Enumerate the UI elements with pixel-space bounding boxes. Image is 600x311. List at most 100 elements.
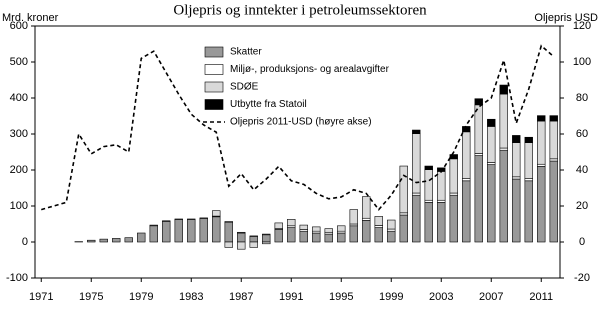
x-tick-label: 2007: [479, 291, 503, 303]
bar-segment: [387, 231, 395, 242]
y2-tick-label: 100: [573, 56, 591, 68]
y-tick-label: 200: [10, 164, 28, 176]
bar-segment: [512, 177, 520, 179]
bar-segment: [312, 233, 320, 242]
bar-segment: [550, 116, 558, 121]
bar-segment: [162, 221, 170, 222]
bar-segment: [187, 220, 195, 242]
x-tick-label: 1971: [29, 291, 53, 303]
y2-tick-label: -20: [574, 272, 590, 284]
bar-segment: [512, 143, 520, 177]
y2-tick-label: 80: [576, 92, 588, 104]
bar-segment: [500, 148, 508, 150]
bar-segment: [162, 221, 170, 242]
bar-segment: [462, 181, 470, 242]
bar-segment: [450, 159, 458, 193]
bar-segment: [362, 218, 370, 220]
bar-segment: [225, 221, 233, 222]
bar-segment: [262, 235, 270, 242]
legend-marker: [205, 100, 223, 110]
bar-segment: [87, 240, 95, 242]
legend-label: Miljø-, produksjons- og arealavgifter: [230, 64, 390, 75]
bar-segment: [387, 229, 395, 231]
y-tick-label: -100: [6, 272, 28, 284]
legend-marker: [205, 82, 223, 92]
legend-label: Oljepris 2011-USD (høyre akse): [230, 117, 372, 128]
bar-segment: [450, 195, 458, 242]
bar-segment: [275, 223, 283, 228]
bar-segment: [287, 219, 295, 225]
bar-segment: [262, 242, 270, 244]
bar-segment: [337, 226, 345, 231]
bar-segment: [537, 121, 545, 164]
bar-segment: [212, 217, 220, 242]
bar-segment: [237, 242, 245, 249]
bar-segment: [187, 219, 195, 220]
bar-segment: [425, 170, 433, 201]
bar-segment: [137, 233, 145, 242]
x-tick-label: 1975: [79, 291, 103, 303]
bar-segment: [312, 227, 320, 231]
bar-segment: [487, 162, 495, 164]
x-tick-label: 1983: [179, 291, 203, 303]
bar-segment: [375, 228, 383, 242]
bar-segment: [550, 159, 558, 161]
bar-segment: [325, 234, 333, 242]
legend-label: Utbytte fra Statoil: [230, 99, 307, 110]
bar-segment: [250, 236, 258, 237]
bar-segment: [512, 135, 520, 142]
x-tick-label: 2003: [429, 291, 453, 303]
bar-segment: [125, 238, 133, 242]
bar-segment: [262, 234, 270, 235]
bar-segment: [412, 134, 420, 193]
legend-label: Skatter: [230, 47, 262, 58]
y-tick-label: 0: [22, 236, 28, 248]
bar-segment: [500, 85, 508, 94]
bar-segment: [475, 156, 483, 242]
bar-segment: [425, 200, 433, 202]
chart-title: Oljepris og inntekter i petroleumssektor…: [173, 2, 427, 18]
bar-segment: [100, 239, 108, 242]
bar-segment: [475, 153, 483, 155]
bar-segment: [437, 171, 445, 200]
y-tick-label: 100: [10, 200, 28, 212]
bar-segment: [412, 193, 420, 195]
bar-segment: [287, 228, 295, 242]
bar-segment: [500, 150, 508, 242]
bar-segment: [362, 220, 370, 242]
bar-segment: [487, 126, 495, 162]
bar-segment: [400, 166, 408, 213]
bar-segment: [175, 219, 183, 220]
bar-segment: [275, 229, 283, 242]
bar-segment: [225, 242, 233, 247]
x-tick-label: 1999: [379, 291, 403, 303]
bar-segment: [400, 213, 408, 215]
bar-segment: [350, 226, 358, 242]
bar-segment: [337, 233, 345, 242]
bar-segment: [537, 166, 545, 242]
y2-tick-label: 20: [576, 200, 588, 212]
bar-segment: [512, 179, 520, 242]
bar-segment: [462, 179, 470, 181]
bar-segment: [525, 137, 533, 142]
bar-segment: [112, 238, 120, 242]
y2-tick-label: 60: [576, 128, 588, 140]
bar-segment: [237, 232, 245, 233]
x-tick-label: 1987: [229, 291, 253, 303]
bar-segment: [300, 225, 308, 229]
x-tick-label: 2011: [529, 291, 553, 303]
x-tick-label: 1991: [279, 291, 303, 303]
bar-segment: [150, 226, 158, 242]
bar-segment: [225, 222, 233, 242]
bar-segment: [450, 193, 458, 195]
bar-segment: [425, 166, 433, 170]
bar-segment: [250, 242, 258, 247]
bar-segment: [537, 116, 545, 121]
bar-segment: [387, 220, 395, 229]
bar-segment: [475, 99, 483, 105]
bar-segment: [375, 216, 383, 225]
bar-segment: [450, 155, 458, 159]
bar-segment: [487, 119, 495, 126]
bar-segment: [425, 202, 433, 242]
